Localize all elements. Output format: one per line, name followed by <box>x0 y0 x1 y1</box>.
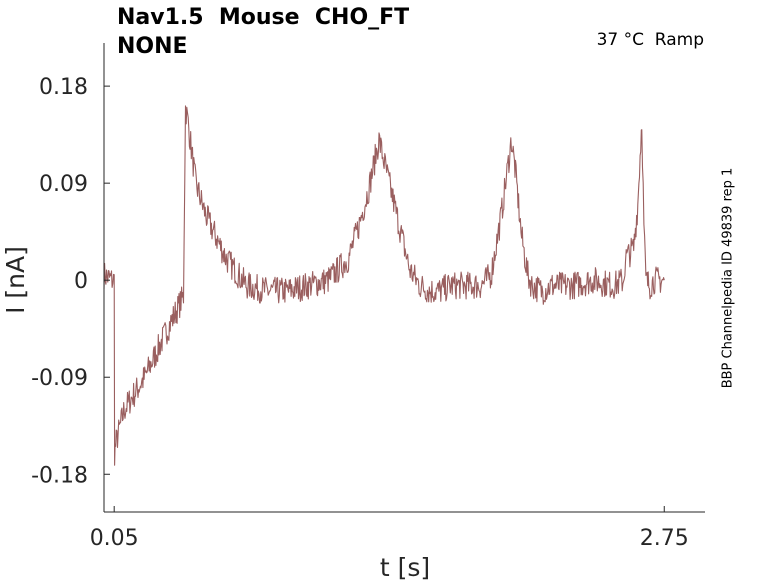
y-tick-label: 0.18 <box>39 75 88 100</box>
y-tick-label: 0.09 <box>39 172 88 197</box>
series-line-0 <box>103 105 665 466</box>
chart-title-line-1: Nav1.5 Mouse CHO_FT <box>117 5 410 30</box>
y-tick-label: 0 <box>74 269 88 294</box>
condition-label: 37 °C Ramp <box>596 30 704 50</box>
y-tick-label: -0.09 <box>31 366 88 391</box>
x-axis-label: t [s] <box>380 553 430 582</box>
y-tick-label: -0.18 <box>31 463 88 488</box>
side-id-label: BBP Channelpedia ID 49839 rep 1 <box>717 160 739 396</box>
trace-layer <box>103 105 665 466</box>
side-id-label-text: BBP Channelpedia ID 49839 rep 1 <box>720 167 736 389</box>
axes: 0.18 0.09 0 -0.09 -0.18 0.05 2.75 <box>31 43 705 551</box>
chart-title-line-2: NONE <box>117 34 188 59</box>
x-tick-label: 2.75 <box>640 526 689 551</box>
x-tick-label: 0.05 <box>90 526 139 551</box>
y-axis-label: I [nA] <box>1 246 30 314</box>
